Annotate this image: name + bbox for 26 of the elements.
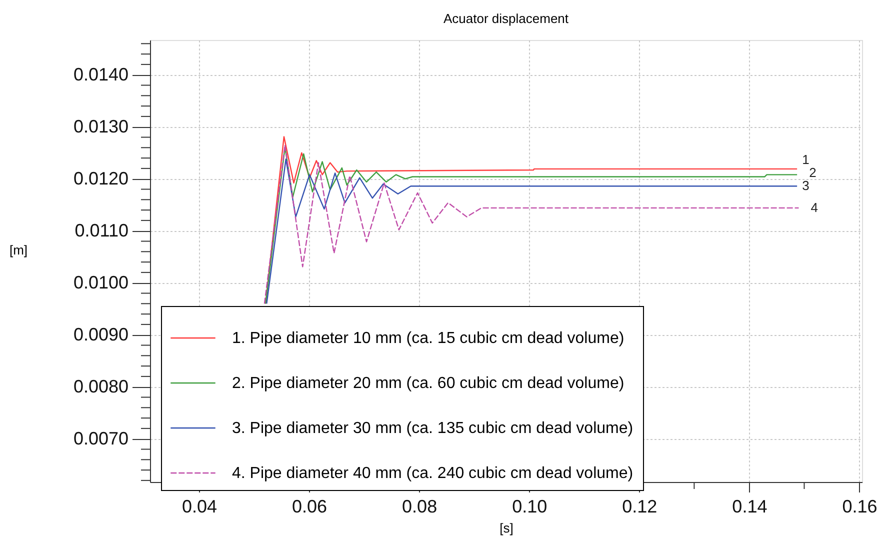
y-axis-title: [m] <box>9 242 28 258</box>
x-tick-label: 0.16 <box>842 496 878 516</box>
y-tick-label: 0.0120 <box>73 168 128 188</box>
y-tick-label: 0.0070 <box>73 428 128 448</box>
x-tick-label: 0.10 <box>512 496 548 516</box>
x-axis-title: [s] <box>500 520 514 536</box>
y-tick-label: 0.0090 <box>73 324 128 344</box>
y-tick-label: 0.0100 <box>73 272 128 292</box>
annotation: 4 <box>810 200 818 215</box>
x-tick-label: 0.04 <box>182 496 217 516</box>
x-tick-label: 0.14 <box>732 496 768 516</box>
y-tick-label: 0.0130 <box>73 116 128 136</box>
annotation: 1 <box>802 152 810 168</box>
y-tick-label: 0.0110 <box>74 220 128 240</box>
x-tick-label: 0.08 <box>402 496 438 516</box>
legend-label: 3. Pipe diameter 30 mm (ca. 135 cubic cm dead volume) <box>232 420 634 437</box>
y-tick-label: 0.0080 <box>73 376 128 396</box>
legend-label: 1. Pipe diameter 10 mm (ca. 15 cubic cm dead volume) <box>232 330 624 347</box>
x-tick-label: 0.06 <box>292 496 328 516</box>
legend-label: 4. Pipe diameter 40 mm (ca. 240 cubic cm dead volume) <box>232 465 634 482</box>
annotation: 2 <box>809 165 816 180</box>
annotation: 3 <box>802 178 810 194</box>
x-tick-label: 0.12 <box>622 496 658 516</box>
chart-title: Acuator displacement <box>443 11 569 26</box>
legend-label: 2. Pipe diameter 20 mm (ca. 60 cubic cm dead volume) <box>232 375 624 392</box>
y-tick-label: 0.0140 <box>73 64 128 84</box>
